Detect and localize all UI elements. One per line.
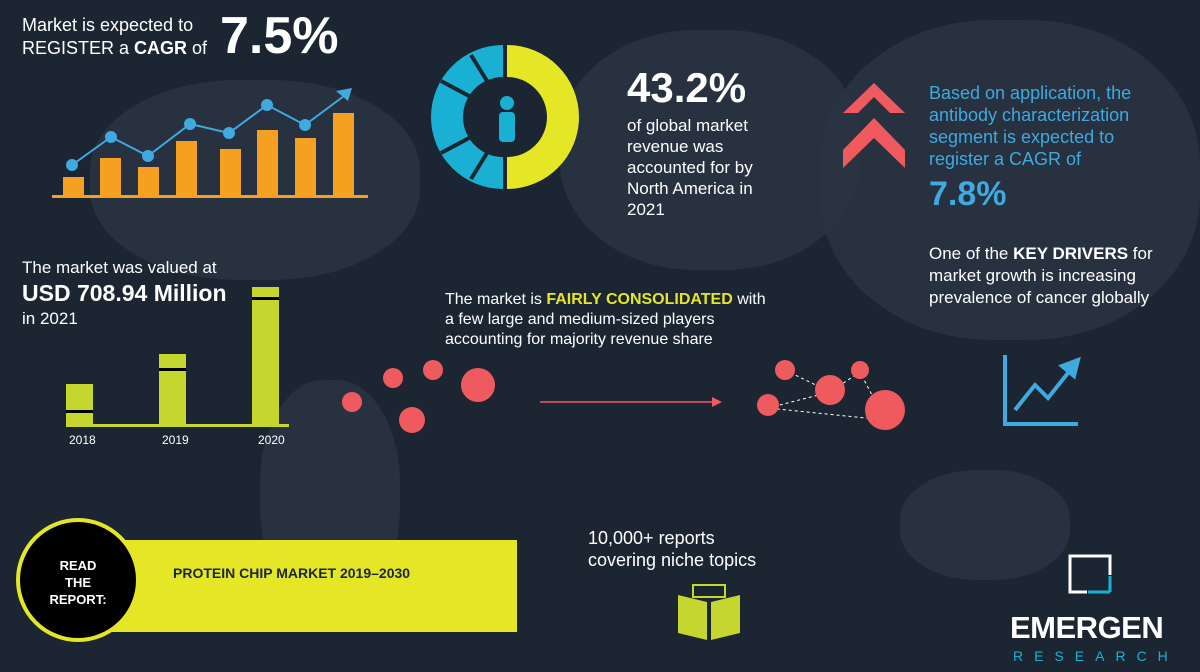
logo-sub: RESEARCH <box>1013 648 1179 664</box>
trend-up-icon <box>1003 355 1081 426</box>
reports-text: 10,000+ reports covering niche topics <box>588 528 757 570</box>
consolidated-text: The market is FAIRLY CONSOLIDATED with a… <box>445 291 766 348</box>
map-europe-africa <box>560 30 860 270</box>
market-value-bars <box>66 287 289 427</box>
cagr-value: 7.5% <box>220 7 339 65</box>
valued-text: The market was valued at USD 708.94 Mill… <box>22 258 227 328</box>
application-value: 7.8% <box>929 175 1007 213</box>
share-value: 43.2% <box>627 64 747 111</box>
report-title-link[interactable]: PROTEIN CHIP MARKET 2019–2030 <box>173 565 411 581</box>
application-text: Based on application, the antibody charac… <box>929 83 1132 169</box>
double-chevron-up-icon <box>843 83 905 168</box>
map-australia <box>900 470 1070 580</box>
drivers-text: One of the KEY DRIVERS for market growth… <box>929 244 1153 307</box>
year-label: 2019 <box>162 433 189 447</box>
logo-mark <box>1068 554 1112 594</box>
read-report-link[interactable]: READ THE REPORT: <box>49 558 107 607</box>
donut-chart <box>431 45 579 189</box>
share-text: of global market revenue was accounted for… <box>627 116 753 219</box>
report-banner <box>100 540 517 632</box>
year-label: 2018 <box>69 433 96 447</box>
growth-chart-icon <box>52 88 368 198</box>
logo-name: EMERGEN <box>1010 610 1164 645</box>
location-pins <box>342 360 905 433</box>
book-icon <box>678 584 740 640</box>
cagr-text: Market is expected to REGISTER a CAGR of <box>22 15 208 58</box>
read-report-circle <box>16 518 140 642</box>
year-label: 2020 <box>258 433 285 447</box>
map-asia <box>820 20 1200 340</box>
